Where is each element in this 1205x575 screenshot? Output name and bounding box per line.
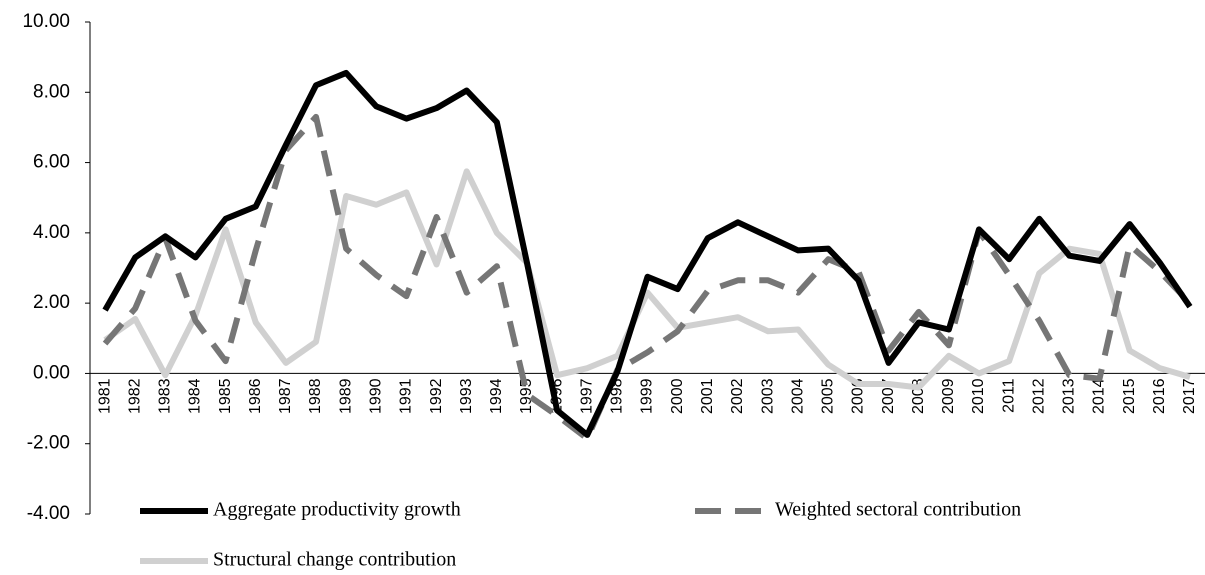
x-tick-label: 2014	[1091, 378, 1108, 414]
x-tick-label: 2009	[940, 378, 957, 414]
x-tick-label: 2012	[1030, 378, 1047, 414]
x-tick-label: 1990	[368, 378, 385, 414]
y-tick-label: 0.00	[33, 362, 70, 383]
x-tick-label: 1994	[488, 378, 505, 414]
x-tick-label: 2015	[1121, 378, 1138, 414]
x-tick-label: 1997	[578, 378, 595, 414]
x-tick-label: 2010	[970, 378, 987, 414]
x-tick-label: 1989	[337, 378, 354, 414]
series-line	[102, 69, 1193, 438]
y-tick-label: 8.00	[33, 81, 70, 102]
x-tick-label: 1995	[518, 378, 535, 414]
y-tick-label: 6.00	[33, 152, 70, 173]
y-tick-label: 4.00	[33, 222, 70, 243]
legend-label: Structural change contribution	[213, 549, 456, 571]
x-tick-label: 1986	[247, 378, 264, 414]
y-tick-label: 10.00	[22, 11, 70, 32]
x-tick-label: 2000	[669, 378, 686, 414]
x-tick-label: 1982	[126, 378, 143, 414]
legend-label: Weighted sectoral contribution	[775, 499, 1021, 521]
x-tick-label: 1985	[217, 378, 234, 414]
x-tick-label: 1981	[96, 378, 113, 414]
x-tick-label: 2002	[729, 378, 746, 414]
y-tick-label: -4.00	[27, 503, 70, 524]
x-tick-label: 2003	[759, 378, 776, 414]
x-tick-label: 1988	[307, 378, 324, 414]
x-tick-label: 2013	[1061, 378, 1078, 414]
x-tick-label: 2017	[1181, 378, 1198, 414]
x-tick-label: 2016	[1151, 378, 1168, 414]
x-tick-label: 2011	[1000, 378, 1017, 413]
legend-label: Aggregate productivity growth	[213, 499, 461, 521]
x-tick-label: 1991	[398, 378, 415, 414]
x-tick-label: 1983	[157, 378, 174, 414]
x-tick-label: 2001	[699, 378, 716, 414]
y-tick-label: -2.00	[27, 433, 70, 454]
x-tick-label: 1987	[277, 378, 294, 414]
x-tick-label: 2004	[789, 378, 806, 414]
x-tick-label: 1993	[458, 378, 475, 414]
x-tick-label: 2005	[820, 378, 837, 414]
x-tick-label: 1984	[187, 378, 204, 414]
x-tick-label: 1999	[639, 378, 656, 414]
x-tick-label: 1992	[428, 378, 445, 414]
y-tick-label: 2.00	[33, 292, 70, 313]
x-tick-label: 2006	[850, 378, 867, 414]
series-line	[103, 168, 1191, 391]
